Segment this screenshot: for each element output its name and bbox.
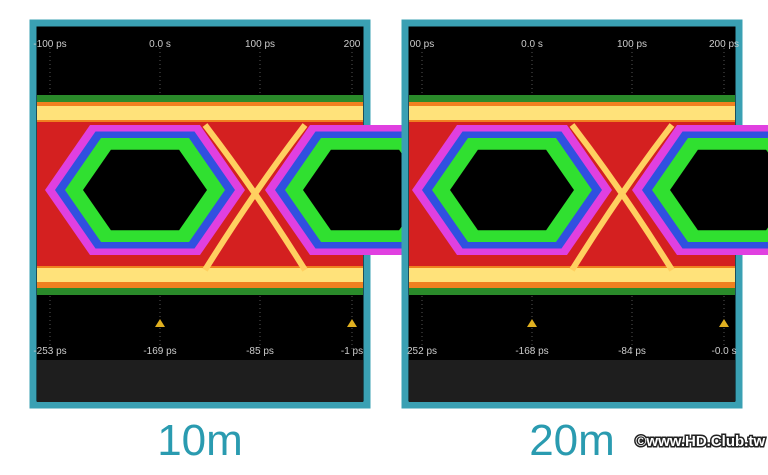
- bottom-axis-label: -168 ps: [515, 346, 548, 357]
- trace-band: [409, 106, 735, 120]
- trace-band: [37, 268, 363, 282]
- caption: 10m: [157, 416, 243, 465]
- lower-band: [37, 360, 363, 402]
- top-axis-label: 200 ps: [709, 39, 739, 50]
- top-axis-label: 100 ps: [245, 39, 275, 50]
- eye-region: [670, 149, 768, 231]
- eye-region: [303, 149, 427, 231]
- caption: 20m: [529, 416, 615, 465]
- trigger-marker: [155, 319, 165, 327]
- top-axis-label: 100 ps: [617, 39, 647, 50]
- lower-band: [409, 360, 735, 402]
- bottom-axis-label: -85 ps: [246, 346, 274, 357]
- top-axis-label: 0.0 s: [521, 39, 543, 50]
- top-axis-label: -100 ps: [33, 39, 66, 50]
- trigger-marker: [347, 319, 357, 327]
- bottom-axis-label: -169 ps: [143, 346, 176, 357]
- crossing: [202, 123, 308, 272]
- top-axis-label: 0.0 s: [149, 39, 171, 50]
- watermark: ©www.HD.Club.tw: [635, 433, 765, 450]
- bottom-axis-label: -0.0 s: [711, 346, 736, 357]
- eye-region: [450, 149, 574, 231]
- trace-band: [409, 268, 735, 282]
- trigger-marker: [527, 319, 537, 327]
- trace-band: [37, 106, 363, 120]
- bottom-axis-label: 252 ps: [407, 346, 437, 357]
- eye-region: [83, 149, 207, 231]
- panel: 00 ps 0.0 s 100 ps 200 ps 252 ps -168 ps -84 p…: [401, 19, 768, 409]
- trigger-marker: [719, 319, 729, 327]
- bottom-axis-label: -253 ps: [33, 346, 66, 357]
- panel: -100 ps 0.0 s 100 ps 200 -253 ps -169 ps -85 p…: [29, 19, 465, 409]
- bottom-axis-label: -84 ps: [618, 346, 646, 357]
- crossing: [569, 123, 675, 272]
- top-axis-label: 00 ps: [410, 39, 434, 50]
- top-axis-label: 200: [344, 39, 361, 50]
- bottom-axis-label: -1 ps: [341, 346, 363, 357]
